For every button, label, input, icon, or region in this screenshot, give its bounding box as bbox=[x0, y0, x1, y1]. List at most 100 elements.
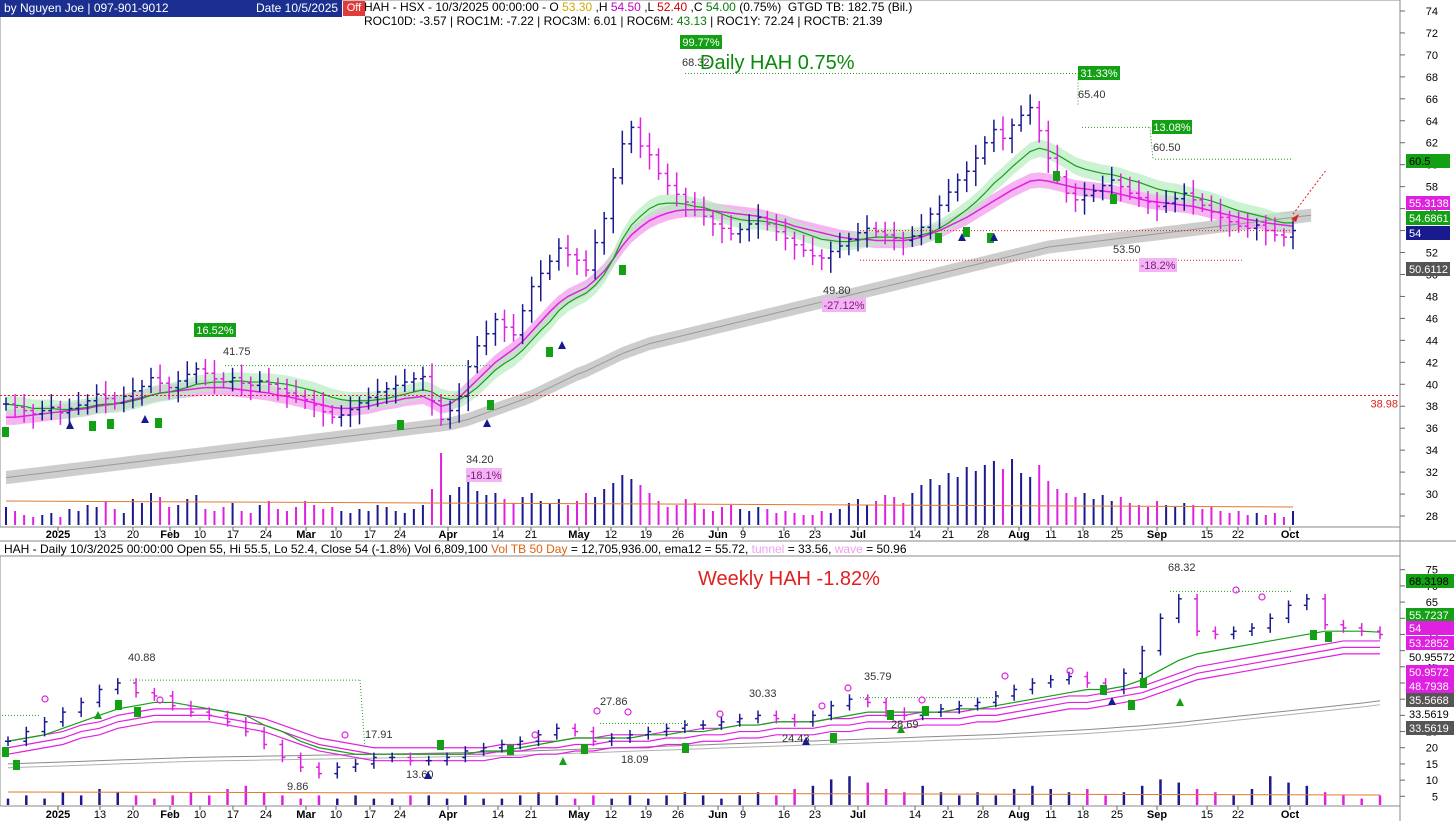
weekly-flower-marker bbox=[156, 696, 164, 704]
weekly-flower-marker bbox=[716, 710, 724, 718]
weekly-price-annotation: 24.43 bbox=[782, 733, 810, 745]
weekly-price-annotation: 35.79 bbox=[864, 671, 892, 683]
daily-price-tag-text: 50.6112 bbox=[1409, 264, 1448, 276]
weekly-x-tick-label: 21 bbox=[525, 809, 537, 821]
daily-price-tag: 54.6861 bbox=[1406, 211, 1450, 225]
daily-x-tick-label: 24 bbox=[394, 529, 406, 541]
daily-buy-signal-box bbox=[963, 227, 970, 237]
weekly-wave-line-mid bbox=[7, 646, 1380, 755]
daily-red-arrow-line bbox=[1292, 169, 1327, 215]
ohlc-high-label: ,H bbox=[595, 0, 608, 14]
daily-level-label: 38.98 bbox=[1370, 398, 1398, 410]
ohlc-header: HAH - HSX - 10/3/2025 00:00:00 - O 53.30… bbox=[364, 0, 912, 14]
daily-y-tick-label: 74 bbox=[1426, 6, 1438, 18]
daily-x-tick-label: 13 bbox=[94, 529, 106, 541]
roc-header: ROC10D: -3.57 | ROC1M: -7.22 | ROC3M: 6.… bbox=[364, 14, 882, 28]
ohlc-prefix: HAH - HSX - 10/3/2025 00:00:00 - O bbox=[364, 0, 559, 14]
weekly-price-tag-text: 53.2852 bbox=[1409, 638, 1449, 650]
weekly-x-tick-label: 28 bbox=[977, 809, 989, 821]
weekly-range-line-40-drop bbox=[359, 680, 366, 748]
daily-x-tick-label: 19 bbox=[640, 529, 652, 541]
gtgd-text: GTGD TB: 182.75 (Bil.) bbox=[787, 0, 913, 14]
weekly-x-tick-label: 12 bbox=[605, 809, 617, 821]
weekly-price-annotation: 18.09 bbox=[621, 754, 649, 766]
weekly-y-tick-label: 10 bbox=[1426, 775, 1438, 787]
daily-tunnel-line bbox=[5, 214, 1312, 479]
weekly-signal-box bbox=[581, 744, 588, 754]
weekly-signal-box bbox=[507, 745, 514, 755]
weekly-x-tick-label: 13 bbox=[94, 809, 106, 821]
daily-buy-signal-box bbox=[89, 421, 96, 431]
weekly-flower-marker bbox=[531, 731, 539, 739]
weekly-flower-marker bbox=[918, 696, 926, 704]
weekly-x-tick-label: 9 bbox=[740, 809, 746, 821]
owner-badge: by Nguyen Joe | 097-901-9012 Date 10/5/2… bbox=[0, 0, 342, 17]
daily-gain-box-16-text: 16.52% bbox=[196, 325, 234, 337]
weekly-tunnel-line-lower bbox=[7, 704, 1381, 769]
daily-buy-signal-box bbox=[397, 420, 404, 430]
daily-x-tick-label: Jun bbox=[708, 529, 728, 541]
daily-y-tick-label: 62 bbox=[1426, 138, 1438, 150]
weekly-x-tick-label: 14 bbox=[909, 809, 921, 821]
daily-x-tick-label: 14 bbox=[909, 529, 921, 541]
daily-gain-box-13-text: 13.08% bbox=[1153, 122, 1191, 134]
weekly-x-tick-label: 16 bbox=[778, 809, 790, 821]
roc6m-value: 43.13 bbox=[676, 14, 707, 28]
daily-buy-signal-box bbox=[935, 233, 942, 243]
weekly-x-tick-label: 22 bbox=[1232, 809, 1244, 821]
weekly-signal-triangle bbox=[559, 757, 567, 765]
weekly-price-tag-bg bbox=[1406, 679, 1454, 693]
daily-price-tag: 55.3138 bbox=[1406, 196, 1450, 210]
wave-value: = 50.96 bbox=[866, 542, 907, 556]
off-toggle-button[interactable]: Off bbox=[343, 1, 365, 16]
daily-buy-signal-box bbox=[2, 427, 9, 437]
weekly-x-tick-label: 23 bbox=[809, 809, 821, 821]
weekly-signal-box bbox=[1128, 700, 1135, 710]
weekly-x-tick-label: 15 bbox=[1201, 809, 1213, 821]
weekly-price-tag-text: 33.5619 bbox=[1409, 709, 1449, 721]
daily-x-tick-label: 10 bbox=[194, 529, 206, 541]
weekly-info-prefix: HAH - Daily 10/3/2025 00:00:00 Open 55, … bbox=[4, 542, 488, 556]
weekly-wave-line-lower bbox=[7, 653, 1380, 762]
weekly-price-tag: 33.5619 bbox=[1406, 721, 1454, 735]
daily-y-tick-label: 44 bbox=[1426, 335, 1438, 347]
daily-y-tick-label: 38 bbox=[1426, 401, 1438, 413]
daily-buy-signal-box bbox=[619, 265, 626, 275]
weekly-panel-frame bbox=[0, 555, 1401, 807]
weekly-price-tag: 35.5668 bbox=[1406, 693, 1454, 707]
weekly-price-annotation: 27.86 bbox=[600, 696, 628, 708]
weekly-signal-box bbox=[887, 710, 894, 720]
weekly-price-tag-text: 50.95572 bbox=[1409, 652, 1455, 664]
daily-x-tick-label: 20 bbox=[127, 529, 139, 541]
weekly-price-tag: 33.5619 bbox=[1406, 707, 1454, 721]
weekly-flower-marker bbox=[593, 707, 601, 715]
daily-price-annotation: 41.75 bbox=[223, 346, 251, 358]
weekly-price-tag-bg bbox=[1406, 621, 1454, 635]
ohlc-open: 53.30 bbox=[562, 0, 593, 14]
weekly-x-tick-label: 24 bbox=[394, 809, 406, 821]
weekly-price-tag-bg bbox=[1406, 693, 1454, 707]
daily-loss-box-182-text: -18.2% bbox=[1141, 260, 1176, 272]
daily-price-annotation: 65.40 bbox=[1078, 89, 1106, 101]
daily-x-tick-label: 15 bbox=[1201, 529, 1213, 541]
weekly-y-tick-label: 65 bbox=[1426, 597, 1438, 609]
daily-x-tick-label: 18 bbox=[1077, 529, 1089, 541]
ohlc-low-label: ,L bbox=[644, 0, 654, 14]
daily-range-line-63-drop bbox=[1149, 127, 1154, 160]
daily-ema-band bbox=[6, 139, 1293, 419]
daily-y-tick-label: 34 bbox=[1426, 445, 1438, 457]
weekly-signal-box bbox=[1100, 685, 1107, 695]
weekly-price-tag-text: 50.9572 bbox=[1409, 667, 1449, 679]
daily-y-tick-label: 42 bbox=[1426, 357, 1438, 369]
daily-buy-triangle bbox=[990, 233, 998, 241]
weekly-price-tag-text: 54 bbox=[1409, 623, 1421, 635]
weekly-flower-marker bbox=[1232, 586, 1240, 594]
weekly-x-tick-label: Sep bbox=[1147, 809, 1167, 821]
weekly-price-tag-bg bbox=[1406, 636, 1454, 650]
daily-y-tick-label: 36 bbox=[1426, 423, 1438, 435]
weekly-volume-ma-line bbox=[7, 791, 1381, 796]
daily-x-tick-label: 21 bbox=[525, 529, 537, 541]
daily-wave-line bbox=[6, 179, 1294, 418]
weekly-signal-box bbox=[134, 707, 141, 717]
weekly-signal-box bbox=[682, 743, 689, 753]
